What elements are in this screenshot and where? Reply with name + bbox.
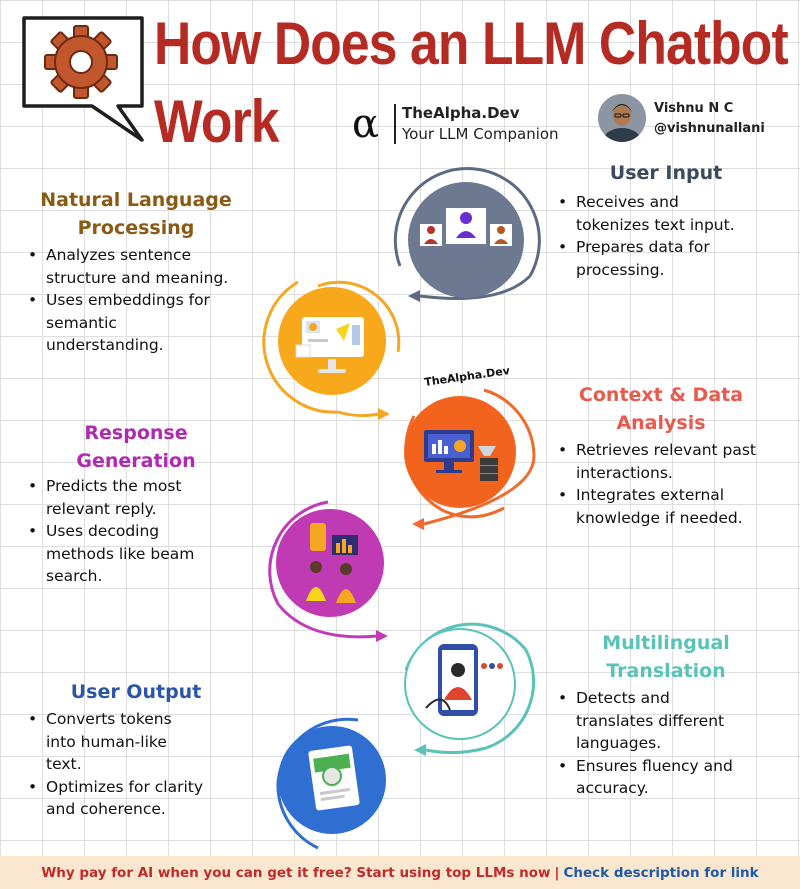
footer-separator: | — [554, 864, 560, 881]
step-title-line: User Output — [70, 681, 202, 703]
footer-banner: Why pay for AI when you can get it free?… — [0, 856, 800, 889]
bullet-line: semantic — [46, 313, 117, 332]
bullet-line: Optimizes for clarity — [46, 777, 203, 796]
author-name: Vishnu N C — [654, 101, 734, 116]
bullet-item: Predicts the most relevant reply. — [26, 475, 256, 520]
brand-divider — [394, 104, 396, 144]
step-nlp: Natural Language Processing Analyzes sen… — [26, 186, 274, 357]
step-title: User Input — [556, 159, 776, 187]
avatar — [598, 94, 646, 142]
page-title-line1: How Does an LLM Chatbot — [154, 10, 789, 77]
gear-icon — [44, 25, 118, 99]
step-context-analysis: Context & Data Analysis Retrieves releva… — [556, 381, 786, 529]
bullet-line: text. — [46, 755, 82, 773]
bullet-item: Uses embeddings for semantic understanding… — [26, 289, 274, 357]
step-title-line: Processing — [77, 217, 195, 239]
bullet-line: and coherence. — [46, 800, 166, 818]
bullet-item: Detects and translates different languages… — [556, 687, 786, 755]
bullet-line: Integrates external — [576, 486, 725, 504]
flow-arrow-1 — [393, 167, 541, 302]
context-analysis-illustration — [404, 396, 516, 508]
bullet-line: relevant reply. — [46, 499, 157, 518]
user-output-illustration — [278, 726, 386, 834]
translation-illustration — [404, 628, 516, 740]
bullet-item: Analyzes sentence structure and meaning. — [26, 244, 274, 289]
bullet-list: Predicts the most relevant reply. Uses de… — [26, 475, 256, 588]
step-title-line: Translation — [606, 660, 726, 682]
chat-bubble-logo — [18, 14, 148, 144]
step-title-line: User Input — [609, 162, 723, 184]
step-user-input: User Input Receives and tokenizes text in… — [556, 159, 776, 281]
step-multilingual-translation: Multilingual Translation Detects and tran… — [556, 629, 786, 800]
bullet-line: search. — [46, 567, 103, 585]
bullet-line: structure and meaning. — [46, 268, 229, 287]
alpha-logo: α — [352, 101, 380, 147]
bullet-item: Integrates external knowledge if needed. — [556, 484, 786, 529]
author-handle: @vishnunallani — [654, 121, 765, 136]
step-title: User Output — [26, 678, 246, 706]
step-title: Natural Language Processing — [26, 186, 246, 242]
brand-name: TheAlpha.Dev — [402, 104, 520, 122]
bullet-line: Retrieves relevant past — [576, 441, 757, 459]
bullet-line: understanding. — [46, 336, 164, 354]
step-title-line: Context & Data — [578, 384, 744, 406]
bullet-line: processing. — [576, 260, 665, 279]
step-response-generation: Response Generation Predicts the most rel… — [26, 419, 256, 588]
bullet-line: accuracy. — [576, 779, 649, 797]
step-title-line: Response — [84, 422, 188, 444]
brand-tagline: Your LLM Companion — [402, 125, 559, 143]
user-input-illustration — [408, 182, 524, 298]
bullet-list: Retrieves relevant past interactions. Int… — [556, 439, 786, 529]
bullet-line: Uses decoding — [46, 522, 160, 540]
footer-promo-text: Why pay for AI when you can get it free?… — [41, 864, 551, 881]
step-title: Response Generation — [26, 419, 246, 475]
bullet-item: Retrieves relevant past interactions. — [556, 439, 786, 484]
bullet-item: Uses decoding methods like beam search. — [26, 520, 256, 588]
bullet-line: Receives and — [576, 193, 679, 211]
bullet-list: Receives and tokenizes text input. Prepar… — [556, 191, 776, 281]
bullet-line: into human-like — [46, 732, 167, 751]
bullet-item: Prepares data for processing. — [556, 236, 776, 281]
bullet-list: Converts tokens into human-like text. Opti… — [26, 708, 256, 821]
bullet-item: Converts tokens into human-like text. — [26, 708, 256, 776]
bullet-line: methods like beam — [46, 544, 195, 563]
bullet-line: Uses embeddings for — [46, 291, 210, 309]
bullet-list: Detects and translates different languages… — [556, 687, 786, 800]
page-title-line2: Work — [154, 88, 279, 155]
flow-arrow-4 — [268, 500, 388, 642]
bullet-line: Analyzes sentence — [46, 246, 192, 264]
bullet-line: languages. — [576, 734, 662, 752]
bullet-line: tokenizes text input. — [576, 215, 735, 234]
bullet-line: Detects and — [576, 689, 670, 707]
bullet-line: interactions. — [576, 463, 673, 482]
step-title-line: Natural Language — [40, 189, 232, 211]
bullet-line: translates different — [576, 711, 725, 730]
bullet-line: Converts tokens — [46, 710, 172, 728]
bullet-line: Predicts the most — [46, 477, 182, 495]
bullet-item: Optimizes for clarity and coherence. — [26, 776, 256, 821]
response-generation-illustration — [276, 509, 384, 617]
step-title: Multilingual Translation — [556, 629, 776, 685]
bullet-line: Ensures fluency and — [576, 756, 733, 775]
step-user-output: User Output Converts tokens into human-li… — [26, 678, 256, 821]
nlp-illustration — [278, 287, 386, 395]
bullet-item: Receives and tokenizes text input. — [556, 191, 776, 236]
bullet-line: knowledge if needed. — [576, 508, 743, 527]
step-title-line: Analysis — [616, 412, 706, 434]
bullet-line: Prepares data for — [576, 238, 710, 256]
step-title-line: Generation — [76, 450, 196, 472]
step-title: Context & Data Analysis — [556, 381, 766, 437]
flow-arrow-2 — [262, 280, 401, 420]
footer-link[interactable]: Check description for link — [563, 864, 759, 881]
bullet-item: Ensures fluency and accuracy. — [556, 755, 786, 800]
step-title-line: Multilingual — [602, 632, 730, 654]
